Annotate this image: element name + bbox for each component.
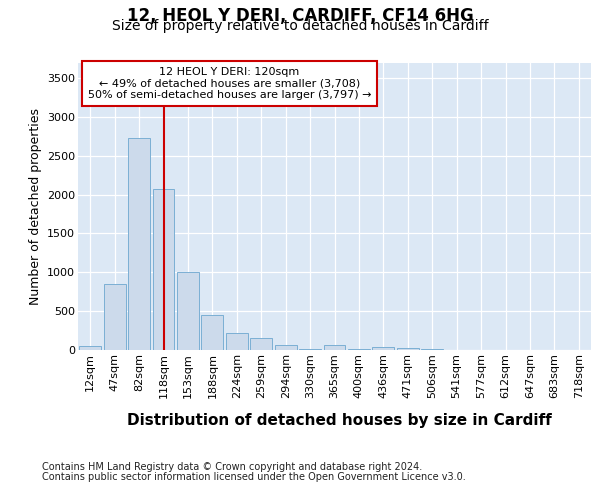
Bar bbox=[79, 346, 101, 350]
Bar bbox=[226, 334, 248, 350]
Text: 12 HEOL Y DERI: 120sqm
← 49% of detached houses are smaller (3,708)
50% of semi-: 12 HEOL Y DERI: 120sqm ← 49% of detached… bbox=[88, 67, 371, 100]
Bar bbox=[202, 314, 223, 350]
Bar bbox=[104, 284, 125, 350]
Bar bbox=[397, 348, 419, 350]
Text: Distribution of detached houses by size in Cardiff: Distribution of detached houses by size … bbox=[127, 412, 551, 428]
Bar bbox=[348, 349, 370, 350]
Bar bbox=[323, 346, 346, 350]
Bar bbox=[128, 138, 150, 350]
Bar bbox=[275, 345, 296, 350]
Y-axis label: Number of detached properties: Number of detached properties bbox=[29, 108, 41, 304]
Text: Contains HM Land Registry data © Crown copyright and database right 2024.: Contains HM Land Registry data © Crown c… bbox=[42, 462, 422, 472]
Bar bbox=[299, 349, 321, 350]
Bar bbox=[152, 189, 175, 350]
Text: Size of property relative to detached houses in Cardiff: Size of property relative to detached ho… bbox=[112, 19, 488, 33]
Text: 12, HEOL Y DERI, CARDIFF, CF14 6HG: 12, HEOL Y DERI, CARDIFF, CF14 6HG bbox=[127, 8, 473, 26]
Bar bbox=[177, 272, 199, 350]
Text: Contains public sector information licensed under the Open Government Licence v3: Contains public sector information licen… bbox=[42, 472, 466, 482]
Bar bbox=[373, 348, 394, 350]
Bar bbox=[250, 338, 272, 350]
